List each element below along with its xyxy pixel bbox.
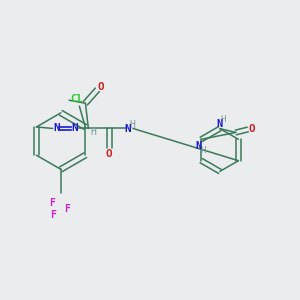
Text: N: N bbox=[72, 123, 78, 133]
Text: O: O bbox=[106, 149, 112, 159]
Text: N: N bbox=[53, 123, 60, 133]
Text: H: H bbox=[201, 146, 206, 155]
Text: N: N bbox=[216, 119, 222, 129]
Text: H: H bbox=[129, 120, 135, 130]
Text: O: O bbox=[249, 124, 256, 134]
Text: Cl: Cl bbox=[70, 94, 82, 104]
Text: N: N bbox=[124, 124, 131, 134]
Text: F: F bbox=[49, 199, 55, 208]
Text: F: F bbox=[50, 210, 56, 220]
Text: O: O bbox=[98, 82, 104, 92]
Text: H: H bbox=[91, 127, 97, 137]
Text: N: N bbox=[196, 141, 202, 151]
Text: H: H bbox=[220, 116, 226, 124]
Text: F: F bbox=[64, 204, 70, 214]
